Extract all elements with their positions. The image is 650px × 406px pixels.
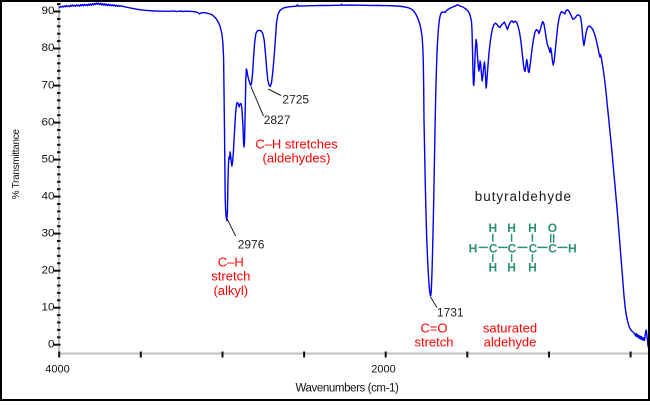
svg-text:4000: 4000 (45, 363, 69, 375)
svg-text:H: H (507, 221, 516, 235)
svg-text:H: H (507, 260, 516, 274)
svg-text:stretch: stretch (414, 335, 453, 350)
svg-text:2827: 2827 (264, 113, 291, 127)
svg-text:Wavenumbers (cm-1): Wavenumbers (cm-1) (296, 383, 399, 395)
svg-text:1731: 1731 (437, 305, 464, 319)
svg-text:10: 10 (42, 301, 55, 313)
svg-text:H: H (469, 241, 478, 255)
svg-text:C: C (508, 241, 517, 255)
svg-text:2976: 2976 (238, 238, 265, 252)
svg-text:2725: 2725 (282, 93, 309, 107)
svg-text:aldehyde: aldehyde (484, 335, 537, 350)
svg-text:O: O (548, 221, 557, 235)
svg-text:H: H (528, 221, 537, 235)
svg-text:C: C (529, 241, 538, 255)
svg-text:60: 60 (42, 116, 55, 128)
svg-text:0: 0 (48, 338, 55, 350)
svg-text:H: H (528, 260, 537, 274)
svg-text:90: 90 (42, 5, 55, 17)
svg-text:H: H (488, 260, 497, 274)
svg-text:butyraldehyde: butyraldehyde (475, 189, 572, 204)
svg-text:H: H (488, 221, 497, 235)
svg-text:C: C (489, 241, 498, 255)
svg-text:20: 20 (42, 264, 55, 276)
svg-text:70: 70 (42, 79, 55, 91)
svg-text:stretch: stretch (211, 269, 250, 284)
svg-text:C–H: C–H (218, 255, 244, 270)
svg-text:H: H (568, 241, 577, 255)
svg-text:50: 50 (42, 153, 55, 165)
svg-text:(aldehydes): (aldehydes) (263, 150, 331, 165)
svg-text:30: 30 (42, 227, 55, 239)
svg-text:80: 80 (42, 42, 55, 54)
svg-text:2000: 2000 (371, 363, 395, 375)
svg-text:(alkyl): (alkyl) (213, 283, 248, 298)
svg-text:C–H stretches: C–H stretches (255, 136, 338, 151)
svg-text:% Transmittance: % Transmittance (11, 129, 22, 200)
svg-text:40: 40 (42, 190, 55, 202)
svg-text:C=O: C=O (420, 321, 447, 336)
svg-text:C: C (548, 241, 557, 255)
svg-text:saturated: saturated (483, 321, 537, 336)
